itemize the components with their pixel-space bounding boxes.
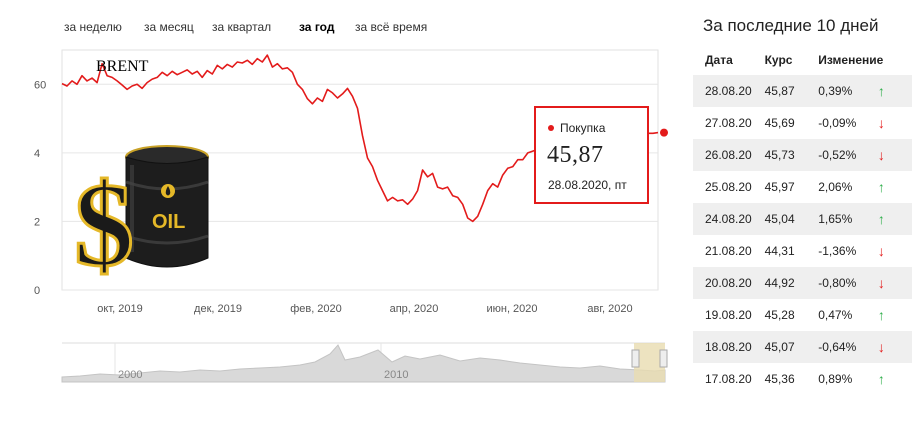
row-change: 1,65% [818,203,878,235]
tooltip-value: 45,87 [547,142,604,168]
row-change: -1,36% [818,244,857,258]
row-change: -0,80% [818,267,878,299]
row-rate: 45,87 [764,75,819,107]
navigator-handle-left[interactable] [631,349,640,368]
row-date: 25.08.20 [705,180,752,194]
table-row: 27.08.20 45,69 -0,09% ↓ [693,107,912,139]
tooltip-date: 28.08.2020, пт [548,178,627,192]
row-date: 17.08.20 [705,372,752,386]
y-tick-label: 2 [34,216,40,228]
svg-text:$: $ [74,158,134,291]
row-date: 28.08.20 [693,75,765,107]
table-row: 26.08.20 45,73 -0,52% ↓ [693,139,912,171]
row-rate: 45,04 [764,203,819,235]
table-row: 18.08.20 45,07 -0,64% ↓ [693,331,912,363]
row-date: 26.08.20 [693,139,765,171]
navigator-handle-right[interactable] [659,349,668,368]
arrow-down-icon: ↓ [877,267,912,299]
row-date: 19.08.20 [705,308,752,322]
table-row: 17.08.20 45,36 0,89% ↑ [693,363,912,395]
row-change: 0,39% [818,75,878,107]
row-rate: 45,69 [764,116,795,130]
row-rate: 45,07 [764,331,819,363]
row-rate: 45,28 [764,308,795,322]
col-date: Дата [705,53,733,67]
x-tick-label: июн, 2020 [486,303,537,315]
navigator-label-2000: 2000 [118,369,142,381]
arrow-up-icon: ↑ [877,307,885,323]
tooltip-label: Покупка [548,121,605,135]
row-date: 21.08.20 [705,244,752,258]
arrow-down-icon: ↓ [877,139,912,171]
period-week[interactable]: за неделю [64,20,122,34]
x-tick-label: окт, 2019 [97,303,142,315]
row-rate: 45,97 [764,180,795,194]
period-year[interactable]: за год [299,20,335,34]
last-10-days-panel: За последние 10 дней Дата Курс Изменение… [693,0,912,433]
navigator-label-2010: 2010 [384,369,408,381]
arrow-up-icon: ↑ [877,203,912,235]
rates-table: Дата Курс Изменение 28.08.20 45,87 0,39% ↑ 2… [693,45,912,395]
row-date: 24.08.20 [693,203,765,235]
oil-barrel-dollar-logo: OIL $ [73,145,209,293]
x-tick-label: дек, 2019 [194,303,242,315]
period-month[interactable]: за месяц [144,20,194,34]
row-date: 20.08.20 [693,267,765,299]
table-row: 20.08.20 44,92 -0,80% ↓ [693,267,912,299]
col-rate: Курс [764,53,793,67]
arrow-up-icon: ↑ [877,371,885,387]
table-row: 19.08.20 45,28 0,47% ↑ [693,299,912,331]
instrument-label: BRENT [96,58,149,75]
table-row: 21.08.20 44,31 -1,36% ↓ [693,235,912,267]
row-change: 2,06% [818,180,853,194]
row-rate: 45,36 [764,372,795,386]
table-row: 28.08.20 45,87 0,39% ↑ [693,75,912,107]
price-tooltip: Покупка 45,87 28.08.2020, пт [534,106,649,204]
row-change: 0,89% [818,372,853,386]
row-date: 27.08.20 [705,116,752,130]
last-point-marker[interactable] [660,128,668,137]
price-chart: OIL $ 60 4 2 0 окт, 2019 дек, 2019 фев, 2020 ап… [0,40,680,330]
row-change: -0,64% [818,331,878,363]
row-change: -0,09% [818,116,857,130]
chart-canvas: OIL $ 60 4 2 0 окт, 2019 дек, 2019 фев, 2020 ап… [34,49,668,315]
table-row: 24.08.20 45,04 1,65% ↑ [693,203,912,235]
period-all-time[interactable]: за всё время [355,20,428,34]
arrow-down-icon: ↓ [877,115,885,131]
y-tick-label: 60 [34,79,46,91]
row-date: 18.08.20 [693,331,765,363]
arrow-up-icon: ↑ [877,179,885,195]
arrow-up-icon: ↑ [877,75,912,107]
row-rate: 44,31 [764,244,795,258]
col-change: Изменение [818,53,884,67]
period-quarter[interactable]: за квартал [212,20,272,34]
row-change: -0,52% [818,139,878,171]
x-tick-label: фев, 2020 [290,303,342,315]
y-tick-label: 4 [34,148,40,160]
svg-text:OIL: OIL [152,211,185,233]
row-change: 0,47% [818,308,853,322]
panel-title: За последние 10 дней [703,16,879,35]
row-rate: 44,92 [764,267,819,299]
range-navigator[interactable]: 2000 2010 [0,340,680,385]
arrow-down-icon: ↓ [877,331,912,363]
y-tick-label: 0 [34,285,40,297]
table-row: 25.08.20 45,97 2,06% ↑ [693,171,912,203]
row-rate: 45,73 [764,139,819,171]
x-tick-label: авг, 2020 [587,303,632,315]
arrow-down-icon: ↓ [877,243,885,259]
x-tick-label: апр, 2020 [390,303,439,315]
